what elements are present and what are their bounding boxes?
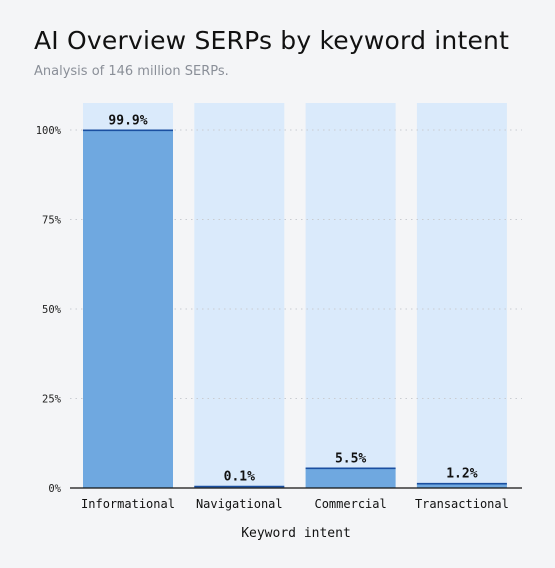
value-label-navigational: 0.1% [224,470,255,485]
bar-background-navigational [194,103,285,488]
category-label-transactional: Transactional [415,497,509,511]
bar-informational [83,130,173,488]
chart-subtitle: Analysis of 146 million SERPs. [34,64,229,79]
y-tick-label-25: 25% [42,394,62,406]
bar-transactional [416,483,507,488]
x-axis-title: Keyword intent [241,526,351,541]
category-label-informational: Informational [81,497,175,511]
value-label-transactional: 1.2% [446,467,477,482]
y-tick-label-100: 100% [36,125,62,137]
category-label-navigational: Navigational [196,497,283,511]
y-tick-label-0: 0% [48,483,61,495]
y-tick-label-75: 75% [42,215,62,227]
value-label-informational: 99.9% [108,113,147,128]
chart-title: AI Overview SERPs by keyword intent [34,26,510,55]
y-tick-label-50: 50% [42,304,62,316]
bar-commercial [305,468,396,488]
bar-background-commercial [305,103,396,488]
value-label-commercial: 5.5% [335,451,366,466]
category-label-commercial: Commercial [314,497,386,511]
bar-background-transactional [416,103,507,488]
